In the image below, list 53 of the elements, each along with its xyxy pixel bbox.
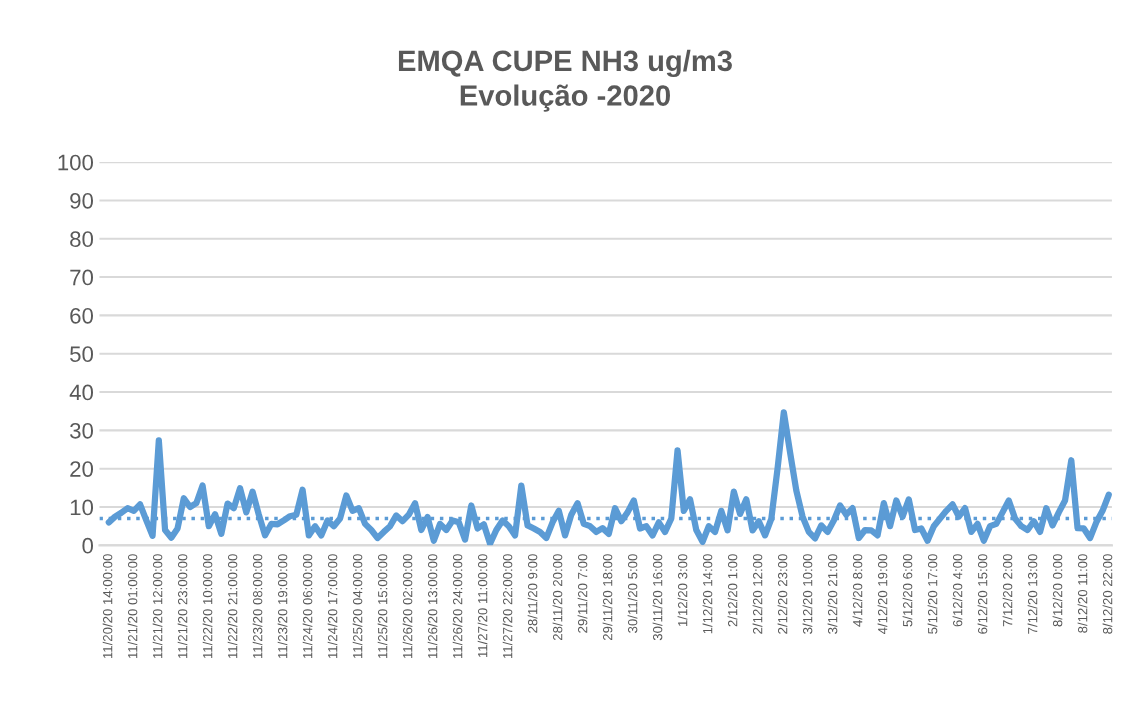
y-tick-label: 90	[70, 192, 94, 209]
x-tick-label: 2/12/20 23:00	[777, 554, 788, 634]
x-tick-label: 11/20/20 14:00:00	[102, 554, 113, 659]
y-tick-label: 60	[70, 307, 94, 324]
x-tick-label: 5/12/20 17:00	[927, 554, 938, 634]
x-tick-label: 11/23/20 08:00:00	[252, 554, 263, 659]
y-tick-label: 80	[70, 231, 94, 248]
x-tick-label: 8/12/20 11:00	[1077, 554, 1088, 633]
x-tick-label: 4/12/20 19:00	[877, 554, 888, 635]
x-tick-label: 1/12/20 3:00	[677, 554, 688, 627]
x-tick-label: 30/11/20 16:00	[652, 554, 663, 641]
x-tick-label: 11/25/20 15:00:00	[377, 554, 388, 659]
x-tick-label: 11/21/20 01:00:00	[127, 554, 138, 659]
x-tick-label: 11/24/20 06:00:00	[302, 554, 313, 659]
x-tick-label: 1/12/20 14:00	[702, 554, 713, 634]
chart-title: EMQA CUPE NH3 ug/m3 Evolução -2020	[398, 49, 732, 112]
x-tick-label: 6/12/20 15:00	[977, 554, 988, 634]
x-tick-label: 5/12/20 6:00	[902, 554, 913, 627]
x-tick-label: 29/11/20 7:00	[577, 554, 588, 633]
x-tick-label: 11/22/20 21:00:00	[227, 554, 238, 659]
x-tick-label: 2/12/20 12:00	[752, 554, 763, 634]
y-tick-label: 10	[70, 499, 94, 516]
x-tick-label: 6/12/20 4:00	[952, 554, 963, 627]
x-tick-label: 11/26/20 13:00:00	[427, 554, 438, 659]
x-tick-label: 7/12/20 2:00	[1002, 554, 1013, 627]
x-tick-label: 11/22/20 10:00:00	[202, 554, 213, 659]
x-tick-label: 2/12/20 1:00	[727, 554, 738, 627]
x-tick-label: 11/21/20 23:00:00	[177, 554, 188, 659]
x-tick-label: 11/21/20 12:00:00	[152, 554, 163, 659]
y-tick-label: 50	[70, 346, 94, 362]
x-tick-label: 7/12/20 13:00	[1027, 554, 1038, 634]
x-tick-label: 11/26/20 24:00:00	[452, 554, 463, 659]
x-tick-label: 11/25/20 04:00:00	[352, 554, 363, 659]
x-tick-label: 28/11/20 9:00	[527, 554, 538, 633]
y-tick-label: 20	[70, 461, 94, 477]
y-tick-label: 0	[82, 537, 94, 554]
y-tick-label: 70	[70, 269, 94, 286]
x-tick-label: 11/27/20 22:00:00	[502, 554, 513, 659]
x-tick-label: 29/11/20 18:00	[602, 554, 613, 641]
x-tick-label: 4/12/20 8:00	[852, 554, 863, 627]
y-tick-label: 30	[70, 422, 94, 439]
x-tick-label: 11/26/20 02:00:00	[402, 554, 413, 659]
x-tick-label: 3/12/20 10:00	[802, 554, 813, 634]
x-tick-label: 11/23/20 19:00:00	[277, 554, 288, 659]
x-tick-label: 3/12/20 21:00	[827, 554, 838, 634]
x-tick-label: 11/27/20 11:00:00	[477, 554, 488, 658]
x-tick-label: 11/24/20 17:00:00	[327, 554, 338, 659]
x-tick-label: 8/12/20 0:00	[1052, 554, 1063, 627]
y-tick-label: 100	[58, 154, 94, 171]
x-tick-label: 28/11/20 20:00	[552, 554, 563, 641]
x-tick-label: 8/12/20 22:00	[1102, 554, 1113, 634]
x-tick-label: 30/11/20 5:00	[627, 554, 638, 633]
y-tick-label: 40	[69, 384, 94, 401]
